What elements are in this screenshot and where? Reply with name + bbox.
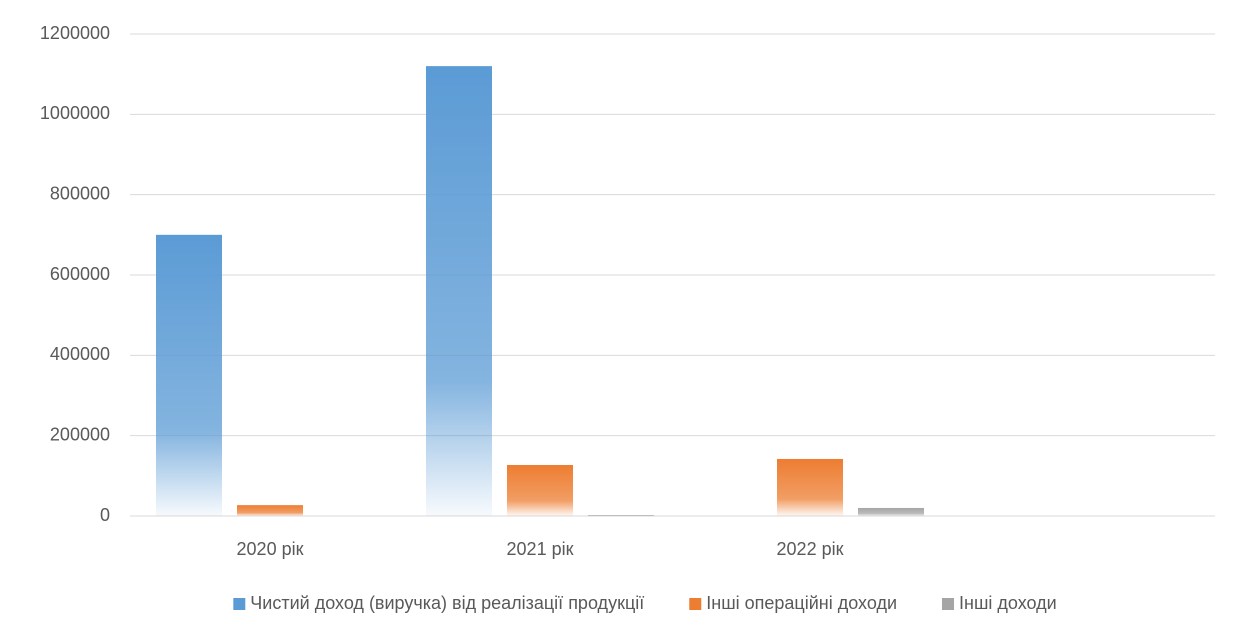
x-tick-label: 2020 рік	[237, 539, 304, 559]
legend-swatch	[689, 598, 702, 610]
bar	[237, 505, 303, 516]
y-tick-label: 200000	[50, 424, 110, 444]
legend-label: Чистий доход (виручка) від реалізації пр…	[250, 593, 644, 613]
legend-label: Інші доходи	[959, 593, 1057, 613]
legend-item: Інші доходи	[942, 593, 1057, 613]
y-tick-label: 400000	[50, 344, 110, 364]
y-tick-label: 1000000	[40, 103, 110, 123]
legend-swatch	[942, 598, 955, 610]
x-tick-label: 2021 рік	[507, 539, 574, 559]
bar	[507, 464, 573, 516]
bar	[777, 458, 843, 516]
bar	[858, 507, 924, 516]
bar	[588, 515, 654, 516]
bar	[426, 66, 492, 516]
legend-swatch	[233, 598, 246, 610]
legend-item: Інші операційні доходи	[689, 593, 897, 613]
y-tick-label: 0	[100, 505, 110, 525]
y-tick-label: 1200000	[40, 23, 110, 43]
y-tick-label: 600000	[50, 264, 110, 284]
legend-label: Інші операційні доходи	[706, 593, 897, 613]
y-tick-label: 800000	[50, 183, 110, 203]
bar	[156, 234, 222, 517]
legend-item: Чистий доход (виручка) від реалізації пр…	[233, 593, 644, 613]
x-tick-label: 2022 рік	[777, 539, 844, 559]
